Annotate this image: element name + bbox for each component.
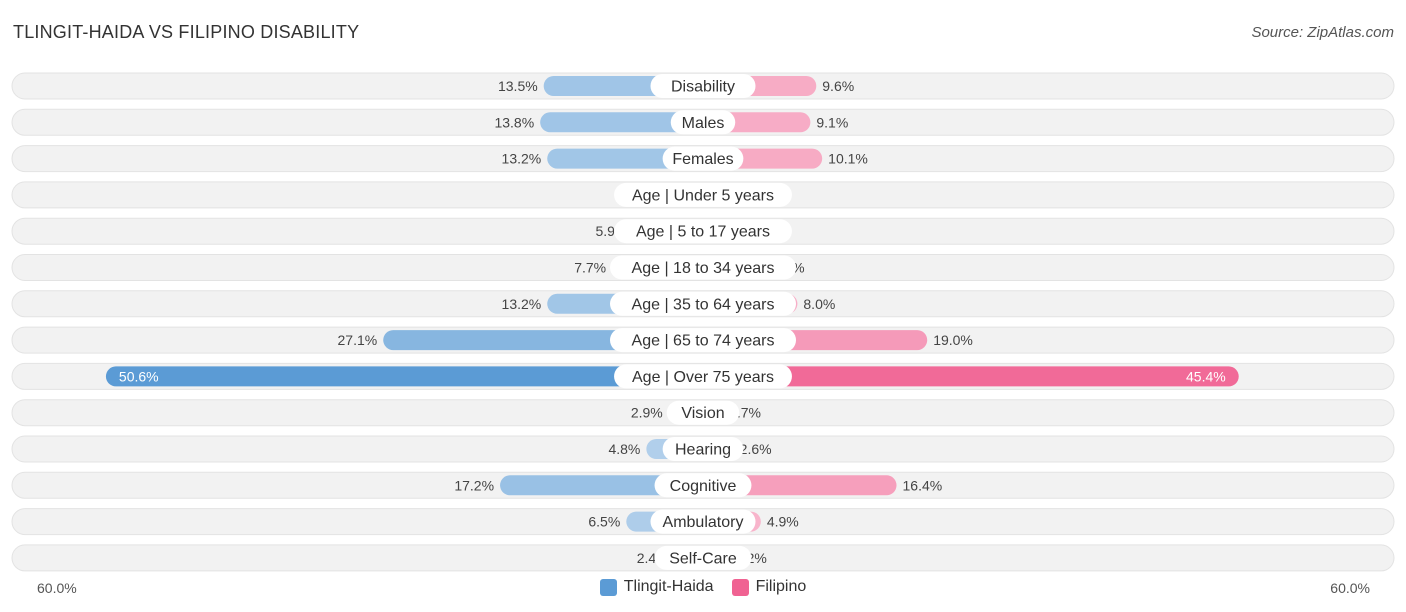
- category-label: Females: [672, 151, 733, 168]
- category-pill: [662, 437, 744, 461]
- axis-left-label: 60.0%: [37, 580, 77, 596]
- legend: Tlingit-Haida Filipino: [0, 578, 1406, 596]
- value-label-filipino: 9.6%: [822, 78, 854, 94]
- value-label-filipino: 8.0%: [803, 296, 835, 312]
- category-label: Age | 65 to 74 years: [632, 333, 775, 350]
- category-pill: [650, 74, 756, 98]
- value-label-tlingit-haida: 50.6%: [119, 368, 159, 384]
- category-label: Age | Under 5 years: [632, 187, 774, 204]
- bar-tlingit-haida: [105, 366, 704, 387]
- bar-tlingit-haida: [540, 112, 703, 133]
- bar-filipino: [703, 475, 897, 496]
- value-label-tlingit-haida: 13.8%: [494, 114, 534, 130]
- bar-filipino: [703, 366, 1239, 387]
- category-pill: [654, 473, 752, 498]
- axis-right-label: 60.0%: [1330, 580, 1370, 596]
- legend-swatch-filipino: [731, 578, 749, 596]
- value-label-filipino: 9.1%: [816, 114, 848, 130]
- value-label-filipino: 16.4%: [903, 477, 943, 493]
- value-label-filipino: 4.9%: [767, 514, 799, 530]
- category-pill: [610, 291, 796, 316]
- category-label: Self-Care: [669, 550, 737, 567]
- diverging-bar-chart: 13.5% 9.6% Disability 13.8% 9.1% Males 13.2% 10…: [11, 72, 1395, 572]
- category-label: Vision: [681, 405, 724, 422]
- value-label-tlingit-haida: 27.1%: [338, 332, 378, 348]
- category-pill: [670, 110, 736, 135]
- value-label-filipino: 10.1%: [828, 151, 868, 167]
- category-pill: [662, 146, 744, 171]
- category-pill: [614, 182, 792, 207]
- legend-label: Filipino: [755, 578, 807, 595]
- value-label-tlingit-haida: 7.7%: [574, 260, 606, 276]
- category-pill: [610, 328, 796, 353]
- category-label: Males: [682, 115, 725, 132]
- value-label-tlingit-haida: 13.2%: [502, 151, 542, 167]
- value-label-filipino: 19.0%: [933, 332, 973, 348]
- category-label: Age | 18 to 34 years: [632, 260, 775, 277]
- value-label-tlingit-haida: 2.9%: [631, 405, 663, 421]
- category-label: Cognitive: [670, 478, 737, 495]
- value-label-tlingit-haida: 6.5%: [588, 514, 620, 530]
- legend-item-filipino[interactable]: Filipino: [731, 578, 807, 596]
- bar-tlingit-haida: [500, 475, 703, 496]
- category-label: Hearing: [675, 442, 731, 459]
- category-pill: [650, 509, 756, 534]
- chart-title: TLINGIT-HAIDA VS FILIPINO DISABILITY: [13, 22, 360, 42]
- legend-swatch-tlingit-haida: [599, 578, 617, 596]
- category-label: Disability: [671, 79, 735, 96]
- value-label-tlingit-haida: 13.2%: [502, 296, 542, 312]
- category-label: Age | Over 75 years: [632, 369, 774, 386]
- category-label: Age | 35 to 64 years: [632, 296, 775, 313]
- source-credit: Source: ZipAtlas.com: [1251, 24, 1394, 41]
- category-label: Age | 5 to 17 years: [636, 224, 770, 241]
- category-pill: [614, 219, 792, 244]
- value-label-tlingit-haida: 17.2%: [454, 477, 494, 493]
- category-pill: [614, 364, 792, 389]
- value-label-filipino: 2.6%: [740, 441, 772, 457]
- category-pill: [610, 255, 796, 280]
- legend-label: Tlingit-Haida: [623, 578, 714, 595]
- category-pill: [654, 545, 752, 570]
- value-label-tlingit-haida: 13.5%: [498, 78, 538, 94]
- category-pill: [666, 400, 740, 425]
- value-label-filipino: 45.4%: [1186, 368, 1226, 384]
- category-label: Ambulatory: [663, 514, 744, 531]
- legend-item-tlingit-haida[interactable]: Tlingit-Haida: [599, 578, 714, 596]
- value-label-tlingit-haida: 4.8%: [608, 441, 640, 457]
